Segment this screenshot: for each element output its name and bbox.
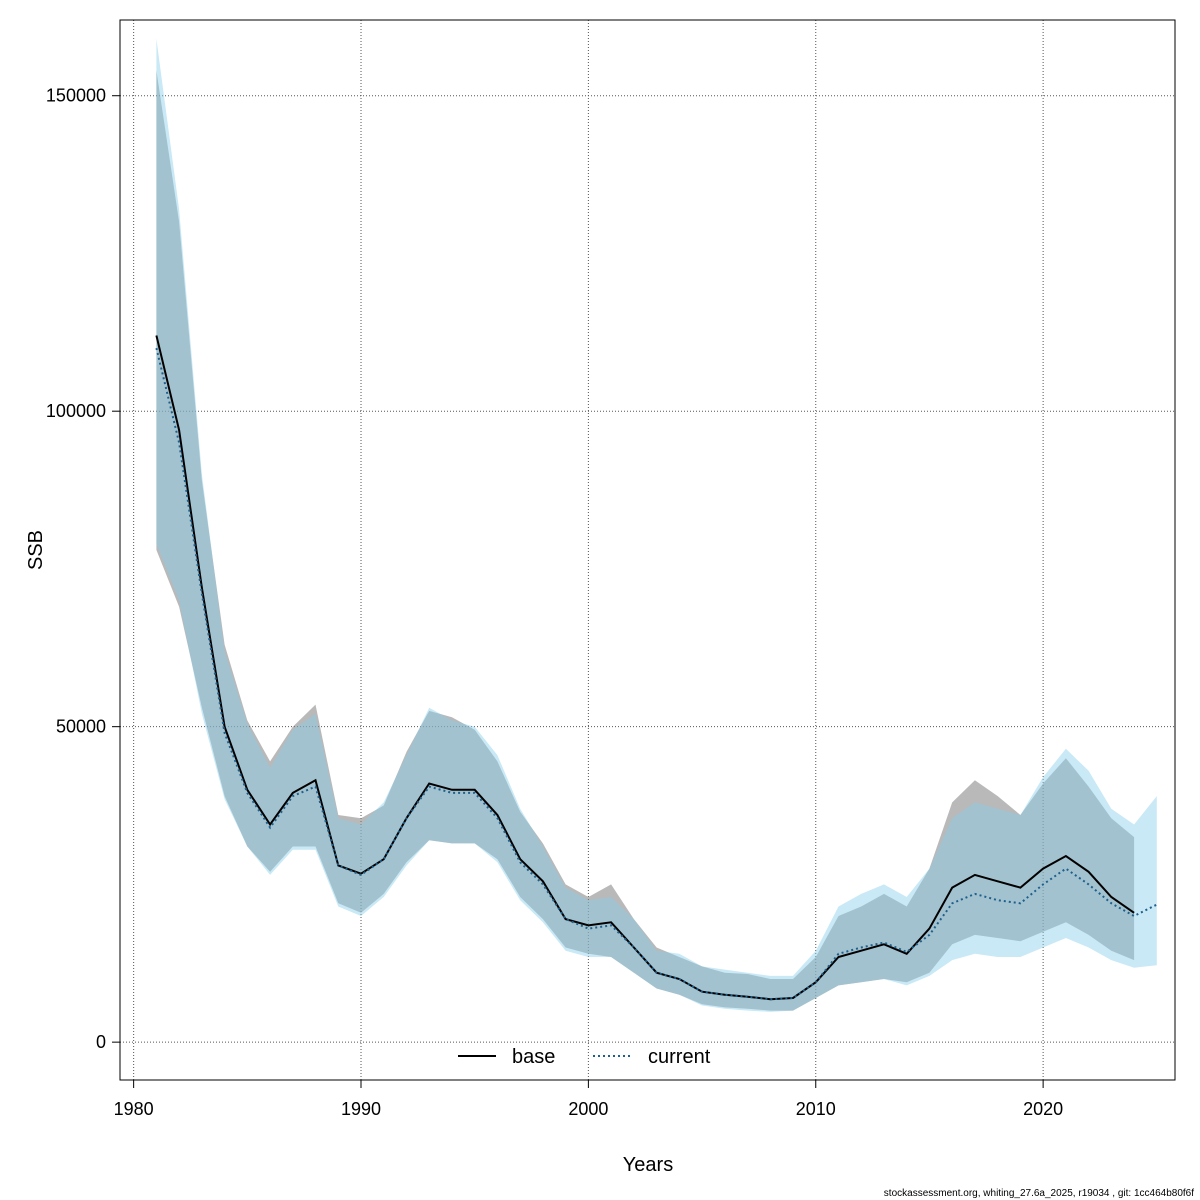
plot-frame — [119, 19, 1176, 1081]
band-current — [156, 38, 1157, 1012]
y-axis: 0 50000 100000 150000 — [46, 86, 120, 1052]
x-tick-label-2010: 2010 — [796, 1099, 836, 1119]
confidence-bands — [156, 38, 1157, 1012]
legend-base-label: base — [512, 1046, 555, 1068]
x-axis: 1980 1990 2000 2010 2020 — [114, 1080, 1063, 1119]
band-base — [156, 70, 1135, 1011]
x-tick-label-1980: 1980 — [114, 1099, 154, 1119]
y-tick-label-150000: 150000 — [46, 86, 106, 106]
y-tick-label-100000: 100000 — [46, 401, 106, 421]
legend-current-label: current — [648, 1046, 711, 1068]
grid — [120, 20, 1175, 1080]
footer-credit: stockassessment.org, whiting_27.6a_2025,… — [884, 1188, 1194, 1199]
y-tick-label-50000: 50000 — [56, 717, 106, 737]
y-axis-title: SSB — [25, 530, 47, 570]
legend: base current — [458, 1046, 711, 1068]
x-tick-label-2020: 2020 — [1023, 1099, 1063, 1119]
x-axis-title: Years — [623, 1154, 673, 1176]
line-base — [155, 335, 1135, 1001]
x-tick-label-1990: 1990 — [341, 1099, 381, 1119]
series-lines — [155, 335, 1158, 1001]
line-current — [155, 347, 1158, 1001]
x-tick-label-2000: 2000 — [568, 1099, 608, 1119]
y-tick-label-0: 0 — [96, 1032, 106, 1052]
